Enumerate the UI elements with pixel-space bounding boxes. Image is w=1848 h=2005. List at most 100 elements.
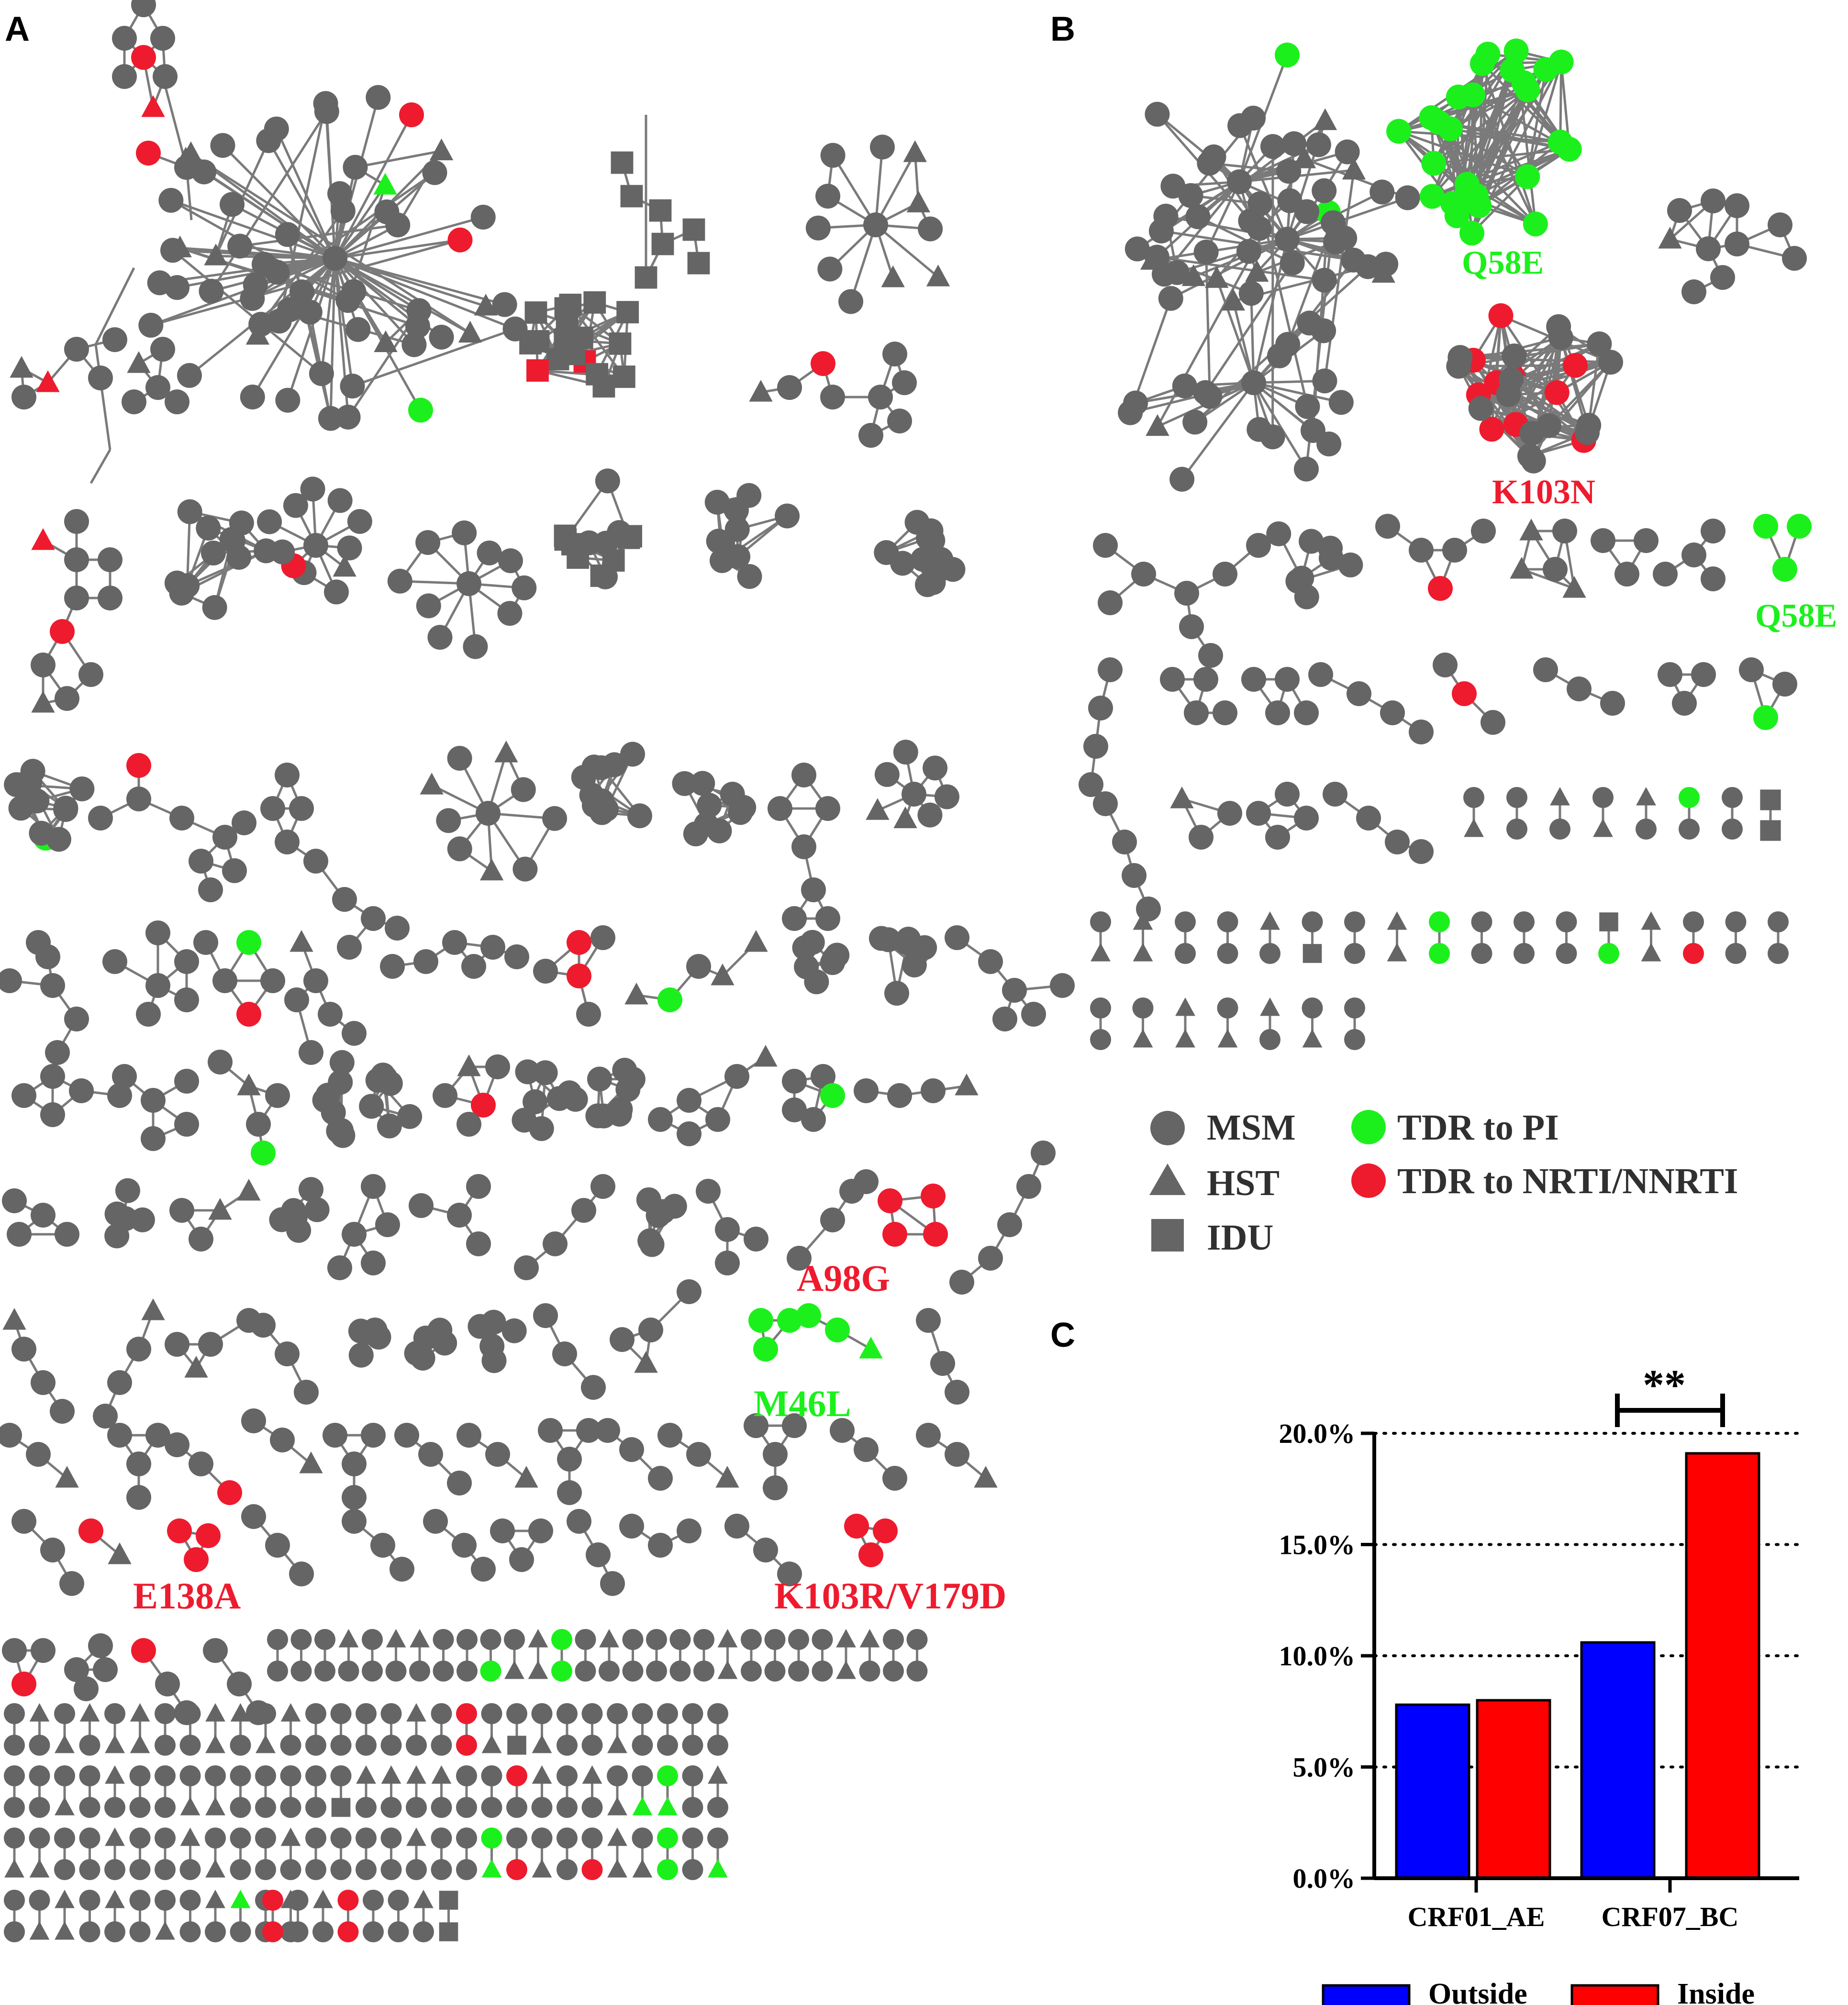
network-node-847 (179, 1921, 201, 1942)
network-node-26 (177, 363, 202, 388)
network-edge (1475, 89, 1529, 197)
network-node-121 (777, 375, 802, 400)
network-node-735 (230, 1797, 251, 1818)
network-node-695 (456, 1735, 477, 1756)
network-node-784 (129, 1828, 151, 1849)
network-node-225 (88, 806, 113, 831)
network-node-761 (557, 1797, 578, 1818)
network-node-227 (212, 825, 237, 850)
network-node-812 (481, 1828, 502, 1849)
network-node-1078 (1170, 786, 1194, 809)
network-node-209 (920, 528, 946, 553)
bar-crf07-bc-outside (1580, 1641, 1656, 1880)
network-node-651 (836, 1661, 856, 1679)
network-node-791 (205, 1859, 225, 1878)
network-node-56 (275, 222, 300, 247)
network-node-492 (427, 1318, 453, 1343)
network-node-1051 (1193, 667, 1218, 692)
network-node-318 (533, 959, 558, 984)
network-node-622 (504, 1629, 525, 1650)
network-node-834 (29, 1890, 50, 1911)
network-node-1132 (1641, 943, 1661, 962)
network-edge (1323, 170, 1355, 381)
network-node-8 (199, 278, 224, 304)
network-node-422 (169, 1198, 194, 1223)
network-node-351 (112, 1064, 137, 1089)
network-node-463 (949, 1270, 974, 1295)
network-edge (320, 258, 336, 374)
legend-inside-label: Inside (1677, 1978, 1755, 2005)
legend-idu-square (1151, 1219, 1184, 1252)
network-node-440 (466, 1231, 491, 1256)
network-node-1025 (1299, 529, 1324, 554)
network-node-788 (180, 1828, 200, 1846)
network-node-1023 (1266, 521, 1291, 546)
network-node-1013 (1174, 581, 1199, 606)
network-node-1073 (1753, 705, 1778, 730)
network-node-14 (373, 173, 397, 195)
network-node-668 (130, 1703, 150, 1722)
network-node-569 (370, 1533, 395, 1558)
network-node-676 (230, 1703, 251, 1722)
network-node-949 (1459, 221, 1484, 246)
network-node-624 (528, 1629, 548, 1648)
network-node-607 (314, 1661, 335, 1682)
network-node-52 (406, 298, 432, 323)
network-edge (874, 147, 884, 225)
network-node-40 (345, 317, 371, 342)
network-node-519 (126, 1451, 151, 1476)
network-node-867 (388, 1921, 409, 1942)
network-node-409 (887, 1083, 912, 1108)
network-node-616 (433, 1629, 454, 1650)
network-node-50 (243, 272, 268, 298)
network-node-357 (237, 1074, 261, 1096)
network-node-752 (456, 1765, 477, 1786)
network-node-831 (708, 1859, 728, 1878)
network-node-332 (884, 981, 910, 1006)
network-node-304 (303, 968, 328, 993)
network-node-342 (1002, 978, 1027, 1003)
network-node-798 (305, 1828, 326, 1849)
x-tick-label: CRF01_AE (1408, 1901, 1545, 1932)
network-node-316 (590, 925, 615, 950)
network-node-80 (145, 375, 170, 400)
network-node-467 (1031, 1141, 1056, 1165)
network-node-844 (155, 1890, 176, 1911)
network-node-314 (461, 954, 486, 979)
legend-hst-label: HST (1207, 1163, 1280, 1203)
network-node-823 (607, 1859, 627, 1878)
network-node-43 (275, 388, 301, 413)
network-node-398 (677, 1088, 701, 1113)
network-node-1005 (1517, 443, 1542, 469)
network-node-69 (112, 64, 137, 89)
network-node-866 (388, 1890, 409, 1911)
network-node-414 (7, 1222, 32, 1247)
network-node-830 (707, 1828, 728, 1849)
network-node-869 (413, 1921, 434, 1942)
network-node-288 (40, 973, 65, 998)
network-node-21 (309, 361, 334, 386)
network-node-273 (815, 796, 840, 821)
network-node-787 (155, 1859, 176, 1880)
legend-outside-swatch (1322, 1984, 1411, 2005)
legend-inside-swatch (1570, 1984, 1659, 2005)
network-node-1117 (1344, 911, 1365, 932)
network-node-1 (323, 246, 347, 271)
network-node-870 (439, 1891, 458, 1910)
network-node-1127 (1556, 911, 1577, 932)
network-node-1006 (1447, 345, 1473, 370)
network-node-63 (136, 141, 161, 166)
network-panel-a (0, 0, 1075, 1942)
network-node-509 (825, 1318, 850, 1342)
network-node-779 (54, 1859, 75, 1880)
network-node-686 (356, 1703, 377, 1724)
network-node-696 (481, 1703, 502, 1724)
network-node-570 (390, 1557, 414, 1582)
network-node-306 (318, 1002, 343, 1027)
network-node-501 (610, 1327, 635, 1352)
network-node-481 (275, 1341, 300, 1366)
network-node-654 (883, 1629, 904, 1650)
network-node-338 (905, 940, 930, 965)
network-node-188 (737, 564, 762, 589)
network-node-1093 (1550, 787, 1570, 806)
